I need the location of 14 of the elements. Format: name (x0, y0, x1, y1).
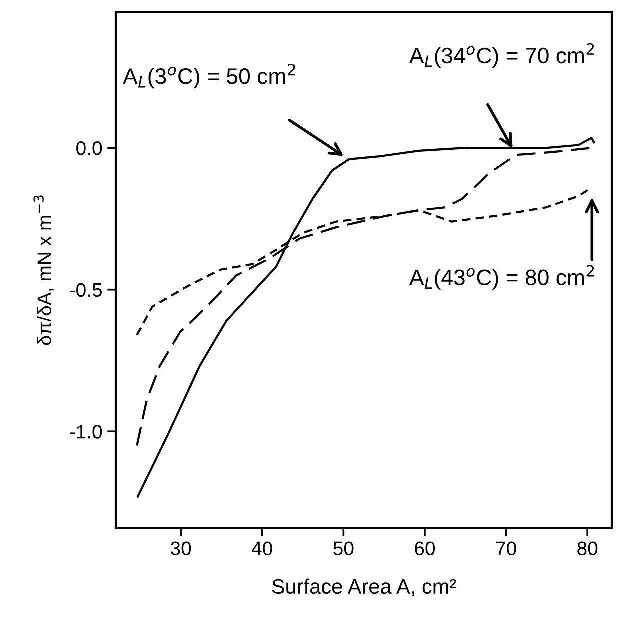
x-tick-label: 50 (334, 542, 354, 556)
x-tick-label: 40 (252, 542, 272, 556)
y-tick-label: -1.0 (70, 425, 102, 439)
x-axis-title: Surface Area A, cm² (272, 578, 456, 597)
annotation: A$_{L}$(3$^{o}$C) = 50 cm$^{2}$ (123, 64, 296, 89)
x-tick-label: 30 (170, 542, 192, 556)
annotation: A$_{L}$(43$^{o}$C) = 80 cm$^{2}$ (409, 265, 594, 290)
annotation: A$_{L}$(34$^{o}$C) = 70 cm$^{2}$ (409, 43, 594, 68)
y-tick-label: -0.5 (70, 283, 102, 298)
y-tick-label: 0.0 (76, 142, 102, 156)
x-tick-label: 60 (415, 542, 436, 556)
y-axis-title: δπ/δA, mN x m$^{−3}$ (34, 196, 54, 346)
x-tick-label: 70 (496, 542, 516, 556)
x-tick-label: 80 (578, 542, 598, 556)
